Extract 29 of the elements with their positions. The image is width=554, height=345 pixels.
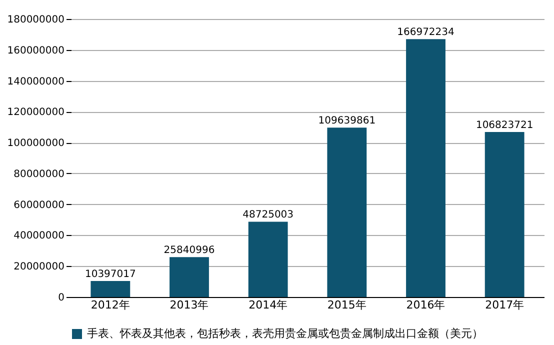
y-tick-label: 120000000 bbox=[7, 107, 64, 118]
y-tick-label: 0 bbox=[58, 292, 64, 304]
bar bbox=[484, 132, 524, 297]
y-tick-label: 160000000 bbox=[7, 45, 64, 56]
data-label: 48725003 bbox=[242, 210, 294, 221]
bar bbox=[406, 39, 446, 297]
y-tick-label: 60000000 bbox=[14, 200, 64, 211]
x-tick-label: 2017年 bbox=[485, 298, 524, 312]
bar bbox=[327, 128, 367, 297]
y-tick-label: 80000000 bbox=[14, 168, 64, 180]
data-label: 10397017 bbox=[84, 268, 136, 280]
data-label: 25840996 bbox=[164, 245, 215, 256]
data-label: 166972234 bbox=[397, 27, 454, 38]
data-label: 109639861 bbox=[318, 116, 376, 127]
x-tick-label: 2016年 bbox=[406, 298, 446, 312]
bar bbox=[170, 257, 209, 297]
y-tick-label: 100000000 bbox=[7, 138, 64, 150]
legend-label: 手表、怀表及其他表，包括秒表，表壳用贵金属或包贵金属制成出口金额（美元） bbox=[87, 327, 483, 340]
x-tick-label: 2014年 bbox=[248, 298, 288, 312]
x-tick-label: 2013年 bbox=[170, 298, 209, 312]
y-tick-label: 40000000 bbox=[14, 230, 64, 242]
y-tick-label: 140000000 bbox=[7, 76, 64, 88]
y-tick-label: 180000000 bbox=[7, 14, 64, 26]
y-tick-label: 20000000 bbox=[14, 262, 64, 273]
x-tick-label: 2012年 bbox=[90, 298, 130, 312]
bar bbox=[90, 280, 130, 297]
bar bbox=[248, 222, 288, 297]
data-label: 106823721 bbox=[476, 120, 534, 132]
x-tick-label: 2015年 bbox=[327, 298, 366, 312]
